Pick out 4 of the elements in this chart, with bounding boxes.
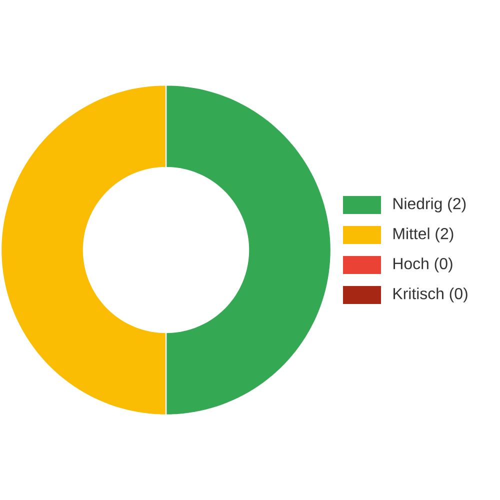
legend-label: Mittel (2) <box>394 228 454 242</box>
legend-label: Niedrig (2) <box>394 198 466 212</box>
legend-label: Kritisch (0) <box>394 288 468 302</box>
legend-label: Hoch (0) <box>394 258 452 272</box>
